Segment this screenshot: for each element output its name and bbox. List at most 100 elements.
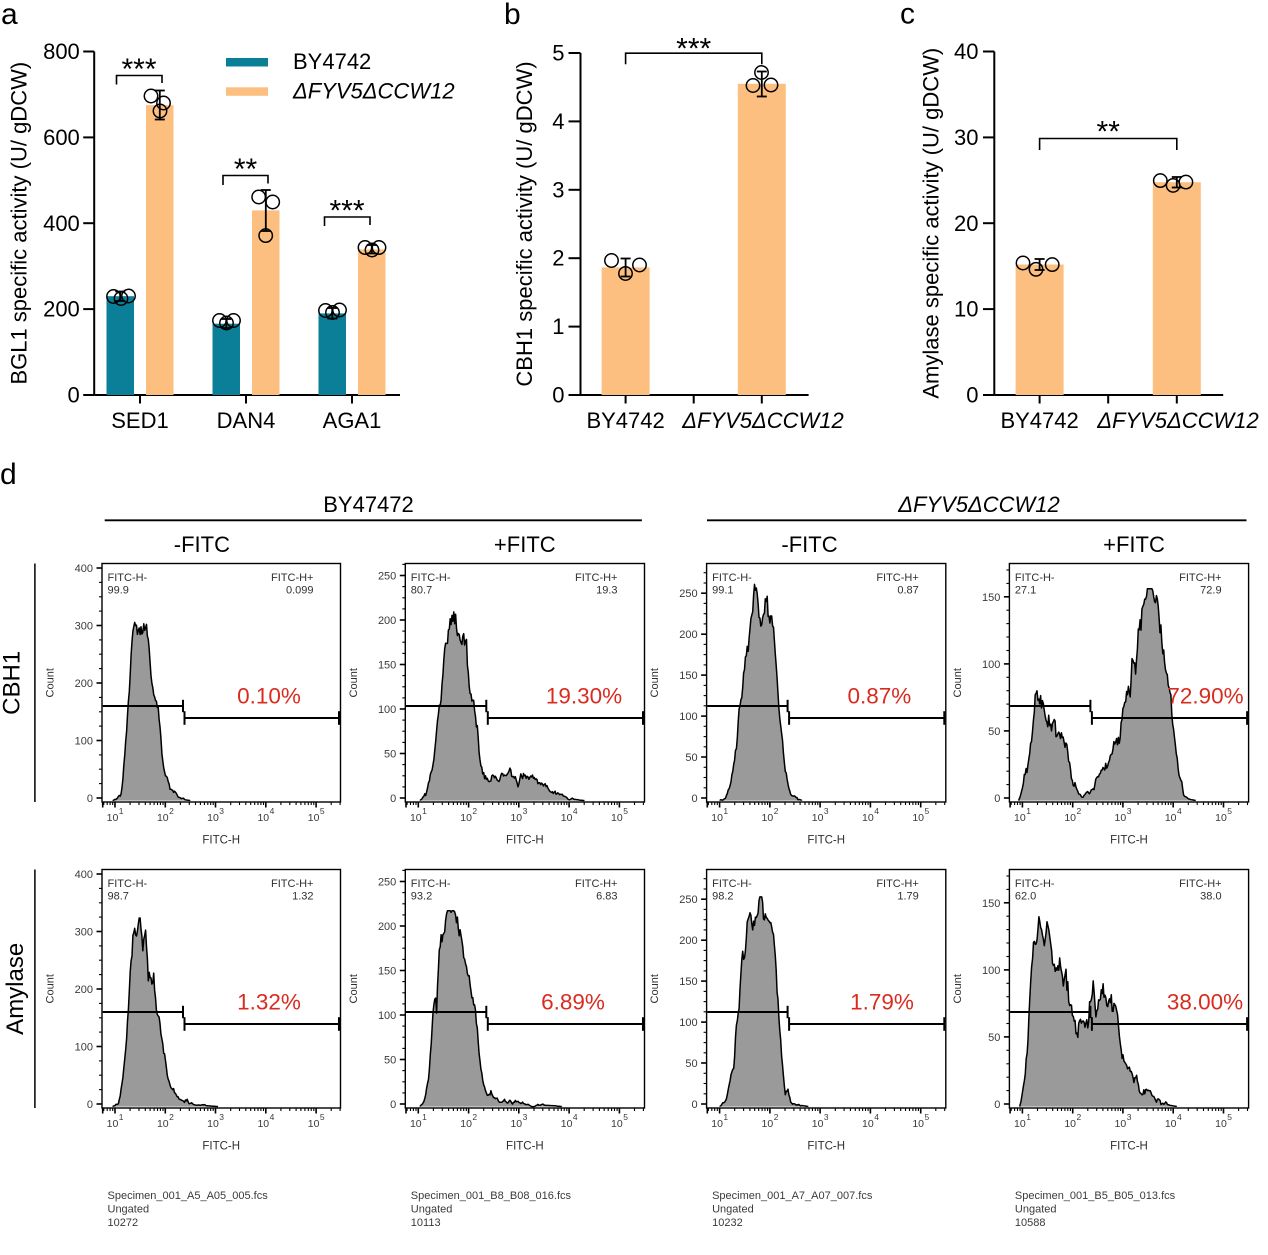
svg-text:6.89%: 6.89%: [541, 990, 605, 1015]
svg-text:40: 40: [954, 39, 978, 64]
svg-text:62.0: 62.0: [1015, 891, 1036, 903]
svg-text:Specimen_001_B5_B05_013.fcs: Specimen_001_B5_B05_013.fcs: [1015, 1190, 1176, 1202]
svg-text:FITC-H+: FITC-H+: [575, 878, 617, 890]
svg-text:CBH1: CBH1: [0, 651, 26, 715]
svg-text:ΔFYV5ΔCCW12: ΔFYV5ΔCCW12: [1096, 408, 1259, 433]
svg-text:5: 5: [320, 806, 325, 816]
svg-text:FITC-H-: FITC-H-: [108, 878, 148, 890]
svg-text:6.83: 6.83: [596, 891, 617, 903]
svg-text:800: 800: [43, 39, 80, 64]
svg-text:FITC-H-: FITC-H-: [1015, 878, 1055, 890]
svg-text:a: a: [1, 0, 18, 31]
svg-text:Count: Count: [348, 668, 360, 697]
svg-text:0: 0: [552, 383, 564, 408]
svg-text:80.7: 80.7: [411, 585, 432, 597]
svg-text:0.87%: 0.87%: [847, 684, 911, 709]
svg-text:200: 200: [679, 935, 697, 947]
svg-text:10: 10: [611, 812, 623, 824]
svg-text:4: 4: [1177, 806, 1182, 816]
svg-text:b: b: [504, 0, 521, 31]
svg-text:10: 10: [1115, 812, 1127, 824]
svg-text:0.099: 0.099: [286, 585, 314, 597]
svg-text:FITC-H: FITC-H: [1110, 835, 1148, 847]
svg-text:FITC-H+: FITC-H+: [1179, 878, 1221, 890]
svg-text:Amylase specific activity (U/: Amylase specific activity (U/ gDCW): [919, 48, 944, 399]
svg-text:2: 2: [472, 1112, 477, 1122]
svg-text:***: ***: [329, 195, 364, 228]
svg-text:10: 10: [510, 812, 522, 824]
svg-text:3: 3: [1127, 806, 1132, 816]
svg-text:200: 200: [679, 629, 697, 641]
svg-text:2: 2: [169, 806, 174, 816]
svg-text:19.3: 19.3: [596, 585, 617, 597]
svg-text:Specimen_001_A5_A05_005.fcs: Specimen_001_A5_A05_005.fcs: [108, 1190, 269, 1202]
svg-text:50: 50: [384, 1055, 396, 1067]
svg-text:10: 10: [107, 812, 119, 824]
svg-text:10: 10: [157, 1118, 169, 1130]
svg-text:10: 10: [1064, 812, 1076, 824]
svg-text:10: 10: [308, 812, 320, 824]
svg-text:72.90%: 72.90%: [1167, 684, 1243, 709]
svg-text:400: 400: [43, 211, 80, 236]
svg-text:1: 1: [723, 1112, 728, 1122]
svg-text:100: 100: [679, 711, 697, 723]
svg-text:150: 150: [679, 976, 697, 988]
svg-text:FITC-H-: FITC-H-: [411, 878, 451, 890]
svg-text:0: 0: [691, 793, 697, 805]
svg-text:0: 0: [68, 383, 80, 408]
svg-text:5: 5: [623, 806, 628, 816]
svg-text:5: 5: [1227, 1112, 1232, 1122]
svg-text:1.32%: 1.32%: [237, 990, 301, 1015]
svg-text:FITC-H: FITC-H: [807, 835, 845, 847]
svg-text:0: 0: [87, 1099, 93, 1111]
svg-text:4: 4: [270, 806, 275, 816]
svg-text:4: 4: [1177, 1112, 1182, 1122]
svg-text:FITC-H: FITC-H: [807, 1141, 845, 1153]
svg-text:1: 1: [119, 1112, 124, 1122]
svg-text:3: 3: [824, 1112, 829, 1122]
svg-text:4: 4: [552, 109, 564, 134]
svg-text:50: 50: [988, 1032, 1000, 1044]
svg-text:d: d: [0, 458, 17, 491]
svg-text:c: c: [900, 0, 915, 31]
svg-text:150: 150: [982, 898, 1000, 910]
svg-text:FITC-H+: FITC-H+: [1179, 572, 1221, 584]
svg-text:5: 5: [925, 806, 930, 816]
svg-text:3: 3: [824, 806, 829, 816]
svg-text:300: 300: [75, 621, 93, 633]
svg-text:10: 10: [762, 1118, 774, 1130]
svg-text:10: 10: [1064, 1118, 1076, 1130]
svg-text:1: 1: [723, 806, 728, 816]
svg-text:72.9: 72.9: [1200, 585, 1221, 597]
svg-text:30: 30: [954, 125, 978, 150]
svg-text:10: 10: [812, 1118, 824, 1130]
svg-text:3: 3: [1127, 1112, 1132, 1122]
svg-text:10: 10: [611, 1118, 623, 1130]
svg-text:10113: 10113: [411, 1217, 441, 1229]
svg-text:250: 250: [378, 571, 396, 583]
svg-text:2: 2: [552, 246, 564, 271]
svg-text:BY4742: BY4742: [293, 49, 371, 74]
svg-text:10: 10: [510, 1118, 522, 1130]
svg-text:CBH1 specific activity (U/ gDC: CBH1 specific activity (U/ gDCW): [512, 61, 537, 386]
svg-text:2: 2: [774, 1112, 779, 1122]
svg-text:4: 4: [573, 806, 578, 816]
svg-text:***: ***: [121, 53, 156, 86]
svg-text:ΔFYV5ΔCCW12: ΔFYV5ΔCCW12: [292, 79, 455, 104]
svg-text:100: 100: [75, 1042, 93, 1054]
svg-text:FITC-H+: FITC-H+: [876, 878, 918, 890]
svg-text:200: 200: [43, 297, 80, 322]
svg-text:2: 2: [169, 1112, 174, 1122]
svg-text:19.30%: 19.30%: [546, 684, 622, 709]
svg-text:FITC-H+: FITC-H+: [876, 572, 918, 584]
svg-text:ΔFYV5ΔCCW12: ΔFYV5ΔCCW12: [897, 492, 1060, 517]
svg-text:10: 10: [1014, 1118, 1026, 1130]
svg-text:400: 400: [75, 563, 93, 575]
svg-text:2: 2: [1077, 806, 1082, 816]
svg-text:5: 5: [1227, 806, 1232, 816]
svg-text:FITC-H: FITC-H: [506, 835, 544, 847]
svg-text:2: 2: [774, 806, 779, 816]
svg-text:10: 10: [561, 1118, 573, 1130]
svg-text:BY4742: BY4742: [1000, 408, 1078, 433]
svg-text:10: 10: [410, 1118, 422, 1130]
